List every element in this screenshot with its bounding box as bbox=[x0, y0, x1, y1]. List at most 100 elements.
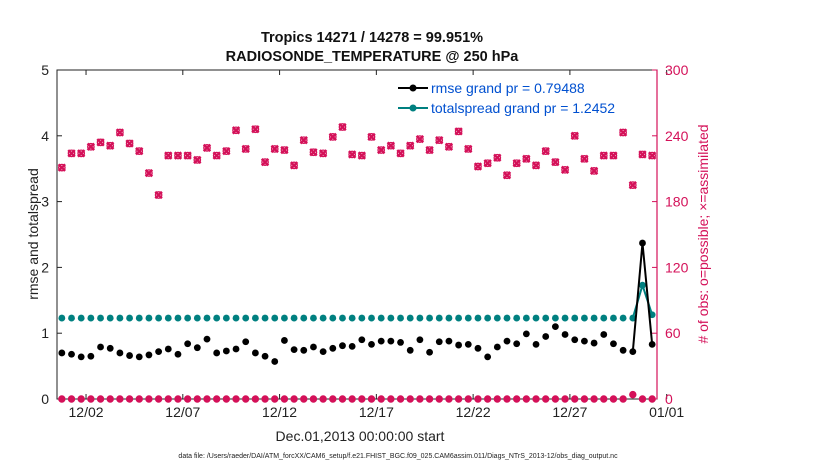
obs-possible-point bbox=[599, 151, 608, 160]
obs-assimilated-point bbox=[125, 139, 134, 148]
spread-point bbox=[348, 314, 356, 322]
obs-bottom-point bbox=[280, 395, 289, 403]
spread-point bbox=[251, 314, 259, 322]
obs-bottom-point bbox=[493, 395, 502, 403]
spread-point bbox=[271, 314, 279, 322]
rmse-point bbox=[397, 339, 404, 346]
spread-point bbox=[600, 314, 608, 322]
spread-point bbox=[281, 314, 288, 322]
obs-assimilated-stroke bbox=[173, 151, 183, 160]
obs-bottom-point bbox=[551, 395, 560, 403]
right-tick-label: 0 bbox=[665, 391, 673, 407]
obs-assimilated-stroke bbox=[96, 138, 105, 147]
obs-assimilated-stroke bbox=[318, 149, 328, 158]
left-tick-label: 3 bbox=[41, 194, 49, 210]
x-axis-label: Dec.01,2013 00:00:00 start bbox=[276, 428, 445, 444]
obs-assimilated-stroke bbox=[270, 144, 279, 154]
obs-bottom-point bbox=[619, 395, 627, 403]
obs-possible-point bbox=[628, 181, 637, 189]
obs-bottom-point bbox=[387, 395, 395, 403]
obs-possible-point bbox=[406, 141, 415, 150]
obs-assimilated-point bbox=[599, 151, 608, 160]
obs-assimilated-stroke bbox=[618, 128, 628, 137]
obs-assimilated-point bbox=[589, 166, 599, 176]
obs-possible-point bbox=[522, 154, 531, 163]
right-tick-label: 240 bbox=[665, 128, 689, 144]
obs-bottom-point bbox=[445, 395, 453, 403]
spread-point bbox=[339, 314, 346, 322]
obs-bottom-point bbox=[638, 395, 647, 403]
rmse-point bbox=[406, 346, 414, 354]
rmse-point bbox=[193, 344, 201, 352]
obs-assimilated-point bbox=[144, 168, 154, 178]
rmse-point bbox=[435, 338, 443, 346]
obs-possible-point bbox=[232, 126, 240, 135]
obs-possible-point bbox=[512, 159, 521, 168]
rmse-point bbox=[445, 337, 453, 345]
rmse-point bbox=[571, 336, 579, 344]
obs-assimilated-stroke bbox=[541, 147, 550, 156]
obs-bottom-point bbox=[464, 395, 472, 403]
obs-bottom-point bbox=[571, 395, 579, 403]
obs-assimilated-stroke bbox=[260, 157, 270, 167]
obs-bottom-point bbox=[416, 395, 424, 403]
spread-point bbox=[590, 314, 598, 322]
rmse-point bbox=[474, 344, 482, 352]
obs-assimilated-point bbox=[512, 159, 521, 168]
rmse-point bbox=[106, 344, 114, 352]
obs-possible-point bbox=[425, 146, 434, 154]
legend-rmse-label: rmse grand pr = 0.79488 bbox=[431, 80, 585, 96]
spread-point bbox=[581, 314, 588, 322]
legend-spread-label: totalspread grand pr = 1.2452 bbox=[431, 100, 615, 116]
obs-assimilated-point bbox=[222, 147, 231, 156]
rmse-point bbox=[58, 349, 66, 357]
obs-assimilated-stroke bbox=[154, 190, 163, 200]
obs-assimilated-point bbox=[560, 165, 570, 174]
spread-point bbox=[551, 314, 559, 322]
spread-point bbox=[619, 314, 627, 322]
spread-point bbox=[58, 314, 66, 322]
obs-assimilated-stroke bbox=[193, 155, 202, 165]
spread-point bbox=[290, 314, 298, 322]
obs-assimilated-point bbox=[551, 157, 560, 167]
spread-point bbox=[106, 314, 114, 322]
obs-bottom-point bbox=[425, 395, 434, 403]
obs-bottom-point bbox=[271, 395, 279, 403]
obs-bottom-point bbox=[164, 395, 172, 403]
rmse-point bbox=[164, 345, 172, 353]
obs-bottom-point bbox=[561, 395, 569, 403]
obs-assimilated-point bbox=[473, 162, 483, 171]
obs-assimilated-point bbox=[251, 125, 260, 134]
spread-point bbox=[68, 314, 75, 322]
obs-assimilated-stroke bbox=[348, 150, 357, 159]
obs-possible-point bbox=[464, 145, 473, 153]
obs-possible-point bbox=[396, 149, 405, 158]
right-tick-label: 300 bbox=[665, 62, 689, 78]
right-tick-label: 180 bbox=[665, 194, 689, 210]
obs-assimilated-stroke bbox=[406, 141, 415, 150]
obs-assimilated-stroke bbox=[648, 151, 657, 160]
obs-possible-point bbox=[222, 147, 231, 156]
obs-assimilated-point bbox=[318, 149, 328, 158]
obs-possible-point bbox=[183, 151, 192, 160]
spread-point bbox=[116, 314, 124, 322]
obs-possible-point bbox=[638, 150, 647, 159]
rmse-point bbox=[513, 340, 521, 348]
x-tick-label: 12/02 bbox=[69, 404, 104, 420]
obs-bottom-point bbox=[338, 395, 347, 403]
obs-bottom-point bbox=[542, 395, 550, 403]
spread-point bbox=[610, 314, 617, 322]
obs-assimilated-point bbox=[193, 155, 202, 165]
obs-assimilated-point bbox=[406, 141, 415, 150]
spread-point bbox=[571, 314, 579, 322]
obs-assimilated-point bbox=[231, 126, 241, 135]
obs-assimilated-point bbox=[570, 131, 579, 140]
spread-point bbox=[300, 314, 308, 322]
obs-assimilated-point bbox=[522, 154, 531, 163]
obs-bottom-point bbox=[135, 395, 143, 403]
spread-point bbox=[522, 314, 530, 322]
data-file-footnote: data file: /Users/raeder/DAI/ATM_forcXX/… bbox=[178, 453, 618, 460]
obs-assimilated-stroke bbox=[212, 151, 221, 160]
spread-point bbox=[503, 314, 511, 322]
left-axis-label: rmse and totalspread bbox=[25, 168, 41, 300]
